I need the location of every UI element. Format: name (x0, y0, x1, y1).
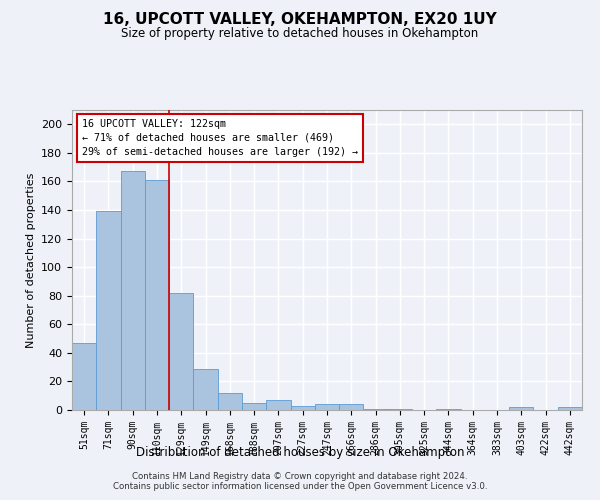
Bar (436, 408, 461, 410)
Bar (388, 408, 412, 410)
Bar (121, 172, 145, 410)
Text: Size of property relative to detached houses in Okehampton: Size of property relative to detached ho… (121, 28, 479, 40)
Bar (509, 407, 533, 410)
Y-axis label: Number of detached properties: Number of detached properties (26, 172, 35, 348)
Bar (315, 404, 339, 410)
Bar (242, 403, 266, 410)
Text: Contains public sector information licensed under the Open Government Licence v3: Contains public sector information licen… (113, 482, 487, 491)
Bar (72, 343, 96, 410)
Bar (558, 407, 582, 410)
Bar (169, 293, 193, 410)
Bar (364, 408, 388, 410)
Bar (145, 180, 169, 410)
Text: Distribution of detached houses by size in Okehampton: Distribution of detached houses by size … (136, 446, 464, 459)
Bar (96, 212, 121, 410)
Bar (218, 393, 242, 410)
Bar (290, 406, 315, 410)
Bar (339, 404, 364, 410)
Bar (266, 400, 290, 410)
Text: 16, UPCOTT VALLEY, OKEHAMPTON, EX20 1UY: 16, UPCOTT VALLEY, OKEHAMPTON, EX20 1UY (103, 12, 497, 28)
Text: 16 UPCOTT VALLEY: 122sqm
← 71% of detached houses are smaller (469)
29% of semi-: 16 UPCOTT VALLEY: 122sqm ← 71% of detach… (82, 119, 358, 157)
Text: Contains HM Land Registry data © Crown copyright and database right 2024.: Contains HM Land Registry data © Crown c… (132, 472, 468, 481)
Bar (193, 368, 218, 410)
